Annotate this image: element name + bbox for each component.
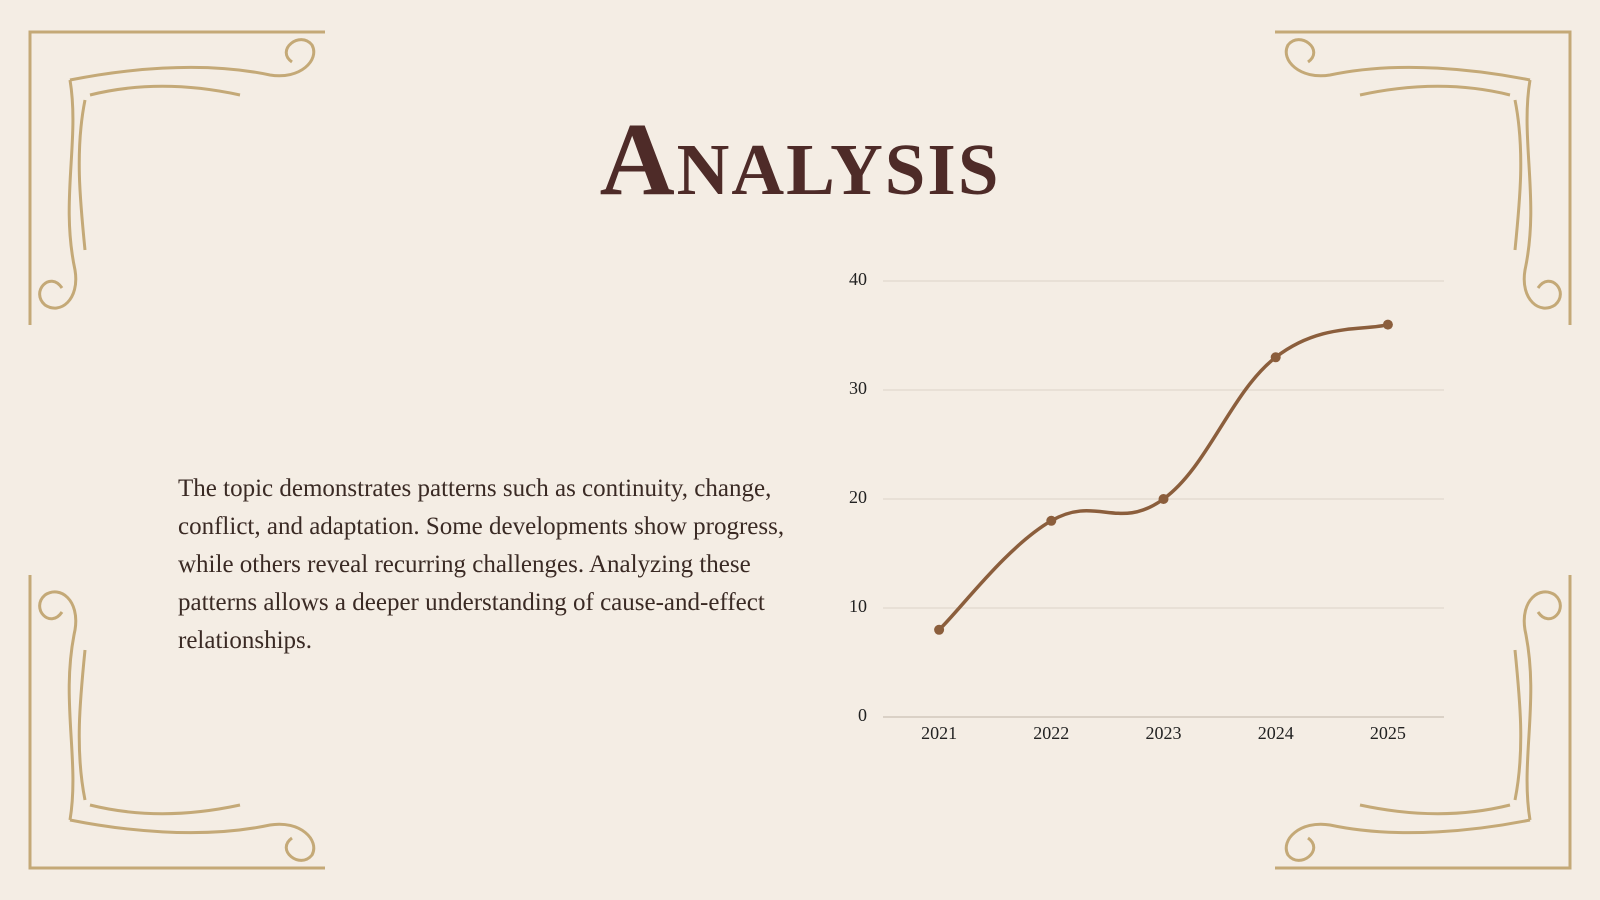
corner-ornament xyxy=(1275,30,1572,325)
point xyxy=(1158,494,1169,504)
point xyxy=(1270,352,1281,363)
point xyxy=(1382,319,1393,330)
y-tick-label: 0 xyxy=(858,705,867,725)
x-tick-label: 2023 xyxy=(1146,723,1182,743)
y-tick-label: 30 xyxy=(849,378,867,398)
corner-ornament xyxy=(1275,575,1572,870)
x-tick-label: 2025 xyxy=(1370,723,1406,743)
body-text: The topic demonstrates patterns such as … xyxy=(178,475,785,654)
line xyxy=(937,322,1389,632)
y-tick-label: 10 xyxy=(849,596,867,616)
x-tick-label: 2024 xyxy=(1258,723,1294,743)
corner-ornament xyxy=(28,30,325,325)
point xyxy=(934,624,945,635)
point xyxy=(1046,515,1057,526)
x-tick-label: 2021 xyxy=(921,723,957,743)
x-tick-label: 2022 xyxy=(1033,723,1069,743)
y-tick-label: 20 xyxy=(849,487,867,507)
y-tick-label: 40 xyxy=(849,269,867,289)
corner-ornament xyxy=(28,575,325,870)
slide-title: Analysis xyxy=(599,102,1001,217)
